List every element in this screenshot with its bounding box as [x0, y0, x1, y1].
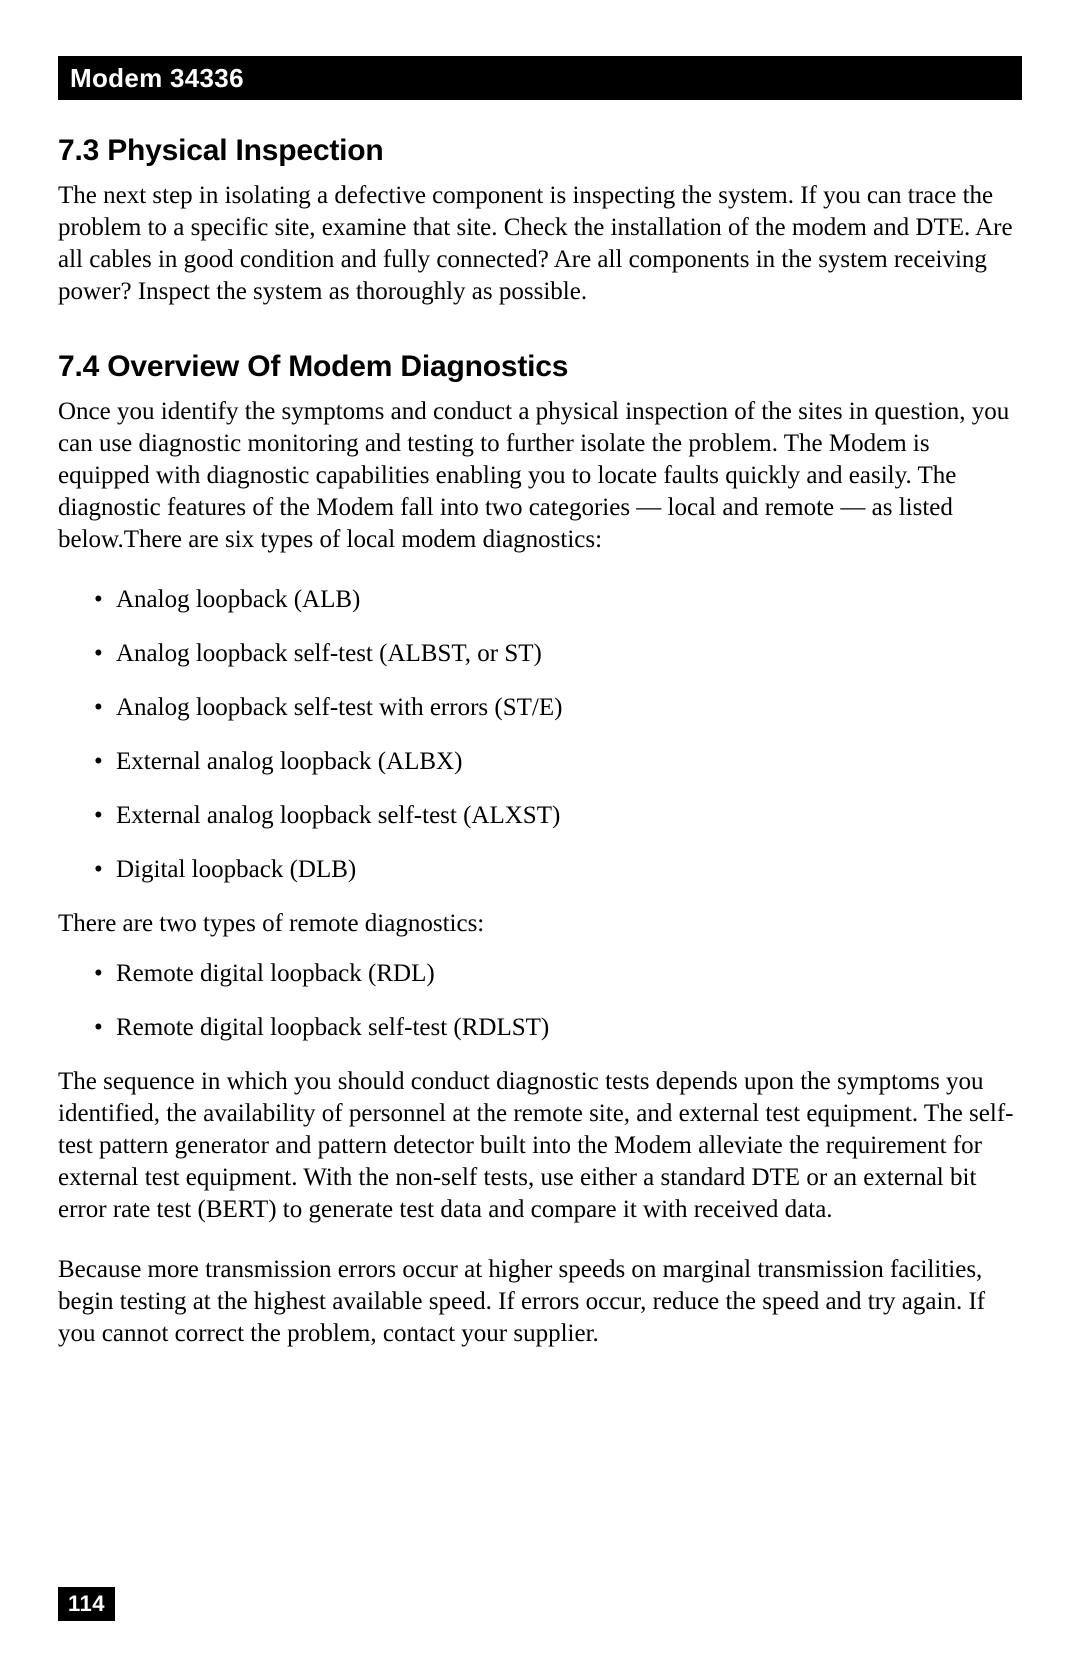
speed-paragraph: Because more transmission errors occur a… [58, 1254, 1022, 1350]
remote-diagnostics-list: Remote digital loopback (RDL) Remote dig… [58, 958, 1022, 1044]
list-item: Remote digital loopback (RDL) [94, 958, 1022, 990]
local-diagnostics-list: Analog loopback (ALB) Analog loopback se… [58, 584, 1022, 886]
list-item: Analog loopback self-test (ALBST, or ST) [94, 638, 1022, 670]
remote-intro-paragraph: There are two types of remote diagnostic… [58, 908, 1022, 940]
section-7-4-heading: 7.4 Overview Of Modem Diagnostics [58, 350, 1022, 384]
page-number: 114 [58, 1587, 115, 1621]
list-item: External analog loopback self-test (ALXS… [94, 800, 1022, 832]
list-item: Analog loopback self-test with errors (S… [94, 692, 1022, 724]
list-item: External analog loopback (ALBX) [94, 746, 1022, 778]
list-item: Analog loopback (ALB) [94, 584, 1022, 616]
list-item: Remote digital loopback self-test (RDLST… [94, 1012, 1022, 1044]
page-content: Modem 34336 7.3 Physical Inspection The … [58, 56, 1022, 1378]
section-7-4: 7.4 Overview Of Modem Diagnostics Once y… [58, 350, 1022, 1350]
header-bar: Modem 34336 [58, 56, 1022, 100]
header-title: Modem 34336 [70, 63, 244, 94]
list-item: Digital loopback (DLB) [94, 854, 1022, 886]
section-7-4-intro-paragraph: Once you identify the symptoms and condu… [58, 396, 1022, 556]
section-7-3-heading: 7.3 Physical Inspection [58, 134, 1022, 168]
sequence-paragraph: The sequence in which you should conduct… [58, 1066, 1022, 1226]
section-7-3-paragraph: The next step in isolating a defective c… [58, 180, 1022, 308]
